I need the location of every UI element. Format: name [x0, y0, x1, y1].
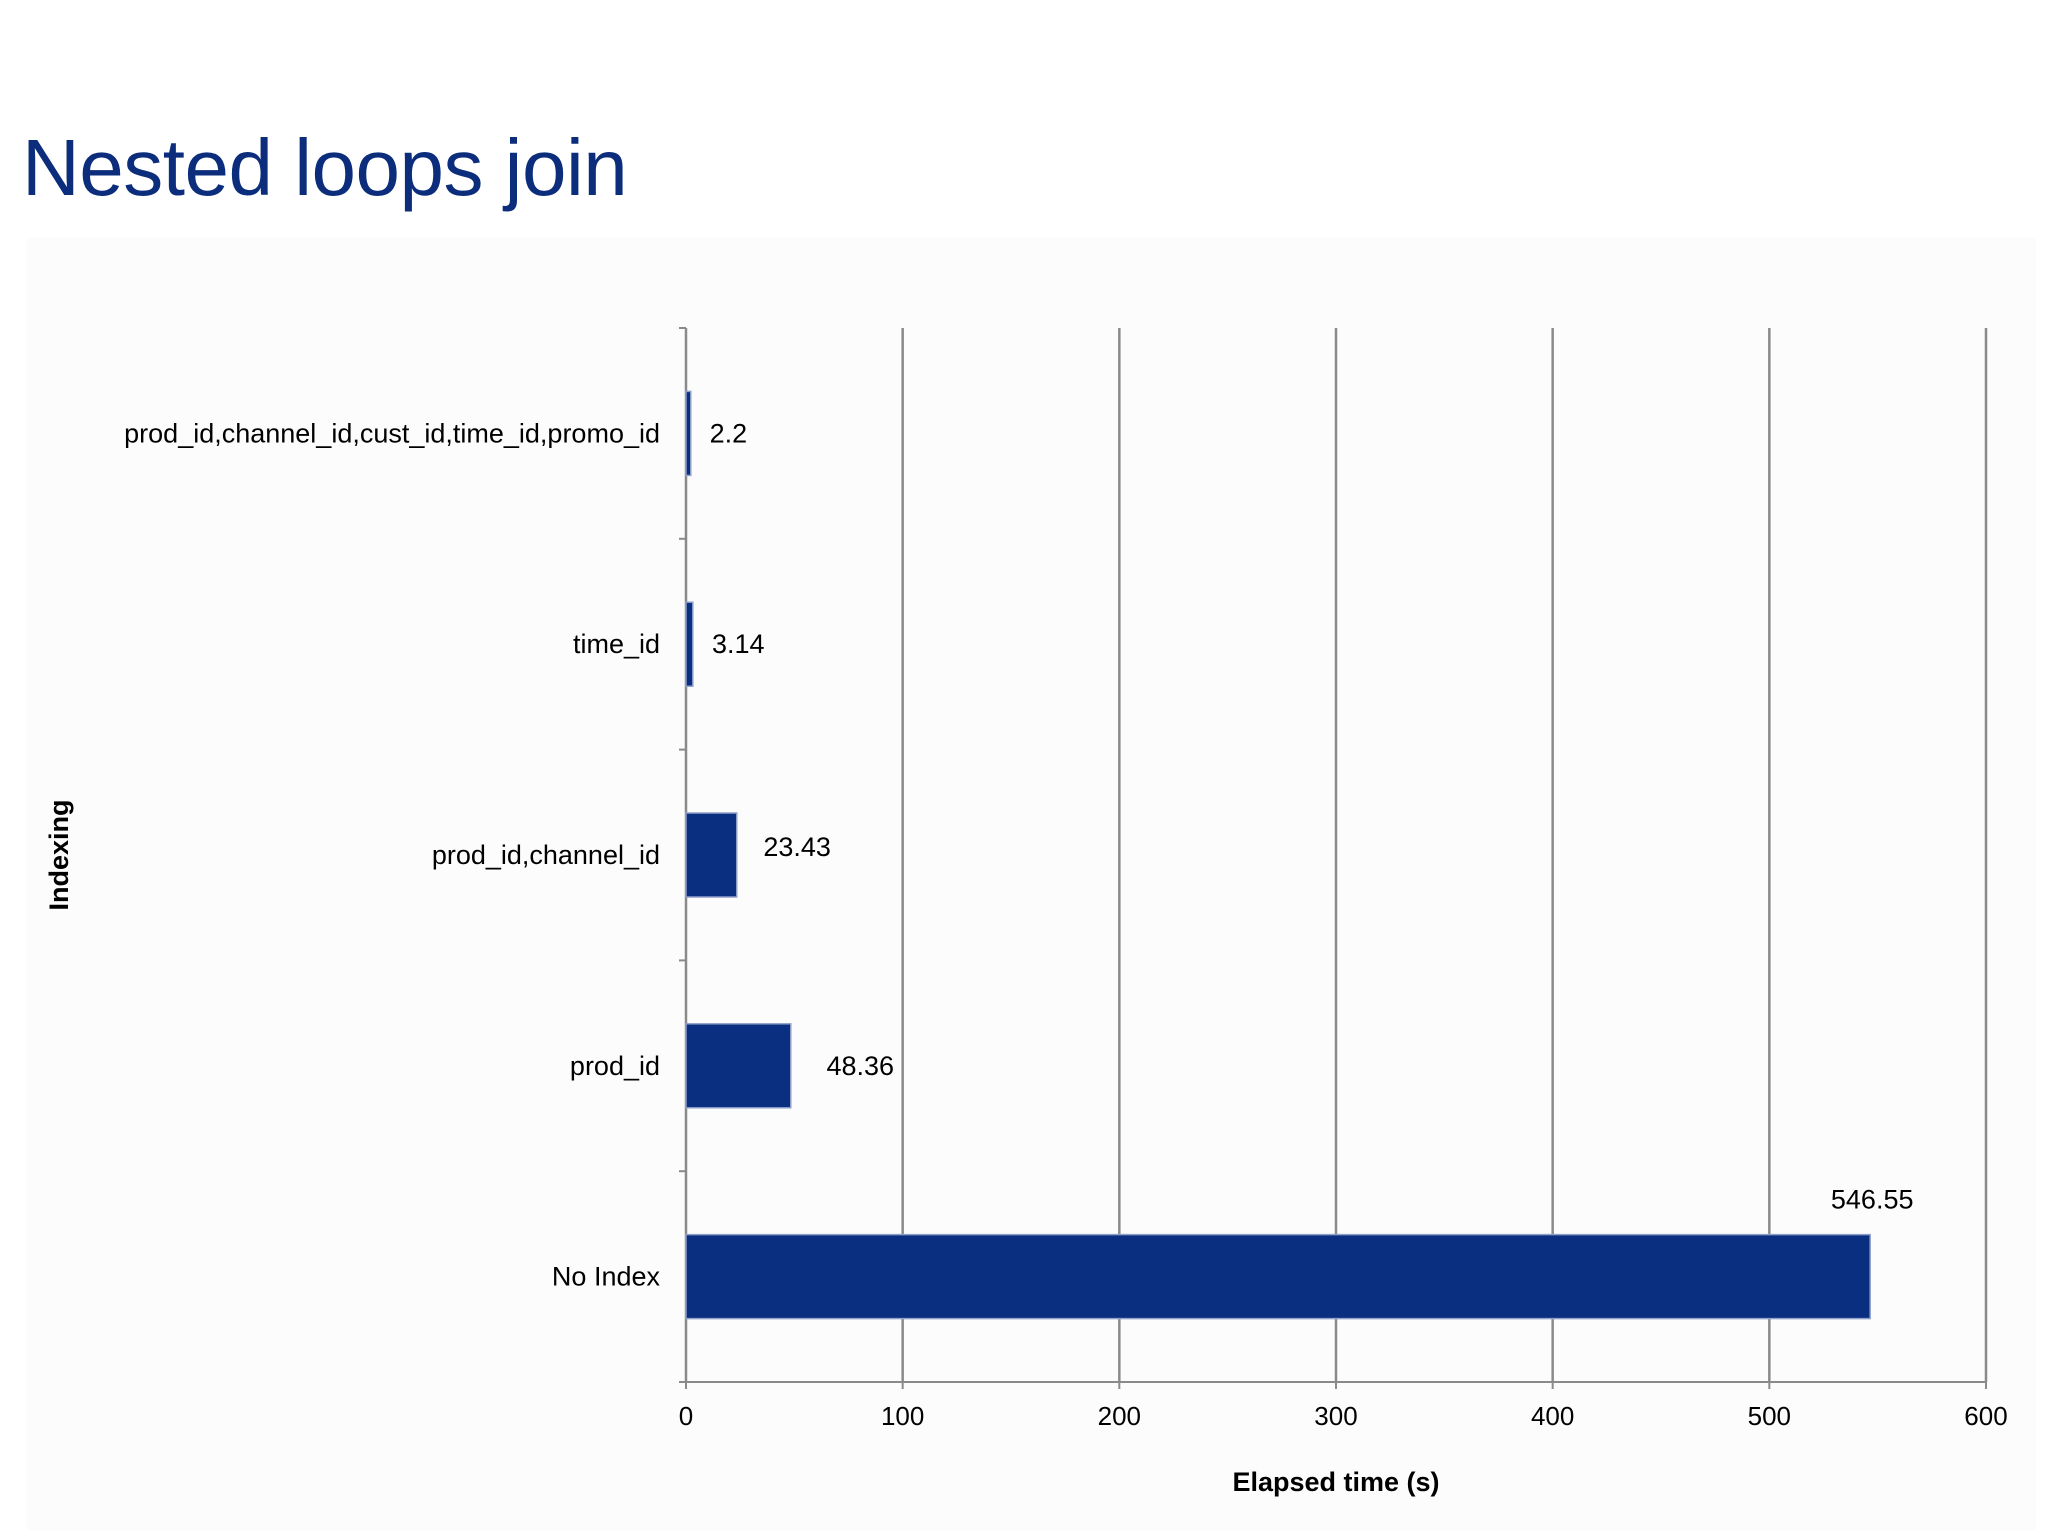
data-label: 2.2 — [710, 418, 748, 448]
category-label: prod_id — [570, 1051, 660, 1081]
data-label: 23.43 — [763, 832, 831, 862]
x-tick-label: 600 — [1964, 1401, 2007, 1431]
x-tick-label: 300 — [1314, 1401, 1357, 1431]
data-label: 3.14 — [712, 629, 765, 659]
x-axis-title: Elapsed time (s) — [1232, 1467, 1439, 1497]
gridlines — [901, 328, 1988, 1382]
y-axis-title: Indexing — [44, 799, 74, 910]
data-label: 48.36 — [827, 1051, 895, 1081]
data-label: 546.55 — [1831, 1185, 1914, 1215]
category-label: No Index — [552, 1262, 661, 1292]
x-tick-label: 200 — [1098, 1401, 1141, 1431]
slide-title: Nested loops join — [22, 123, 628, 212]
x-tick-label: 0 — [679, 1401, 693, 1431]
bars — [685, 390, 1871, 1320]
axes — [679, 327, 1987, 1389]
category-label: time_id — [573, 629, 660, 659]
labels: 0 100 200 300 400 500 600 prod_id,channel_id,cu… — [124, 418, 2008, 1431]
category-label: prod_id,channel_id — [432, 840, 660, 870]
x-tick-label: 100 — [881, 1401, 924, 1431]
category-label: prod_id,channel_id,cust_id,time_id,promo… — [124, 418, 660, 448]
x-tick-label: 500 — [1748, 1401, 1791, 1431]
bar — [685, 601, 694, 687]
bar — [685, 1023, 792, 1109]
x-tick-label: 400 — [1531, 1401, 1574, 1431]
bar — [685, 1233, 1871, 1320]
bar — [685, 390, 692, 477]
bar — [685, 812, 738, 898]
